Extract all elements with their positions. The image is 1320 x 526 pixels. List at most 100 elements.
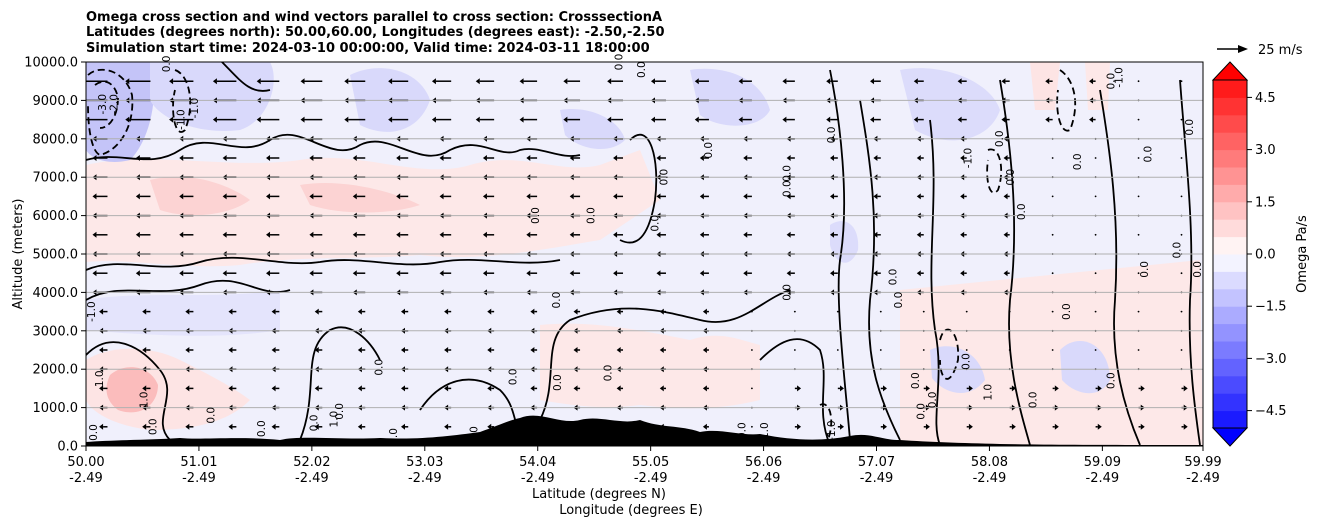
wind-vector-head bbox=[142, 423, 147, 430]
contour-label: 1.0 bbox=[138, 392, 150, 409]
wind-vector bbox=[1008, 349, 1011, 351]
colorbar-extend-min bbox=[1211, 427, 1249, 447]
fill-positive-patch bbox=[150, 176, 250, 216]
contour-label: 0.0 bbox=[649, 215, 661, 232]
wind-vector-head bbox=[659, 308, 664, 315]
contour-label: 0.0 bbox=[781, 180, 793, 197]
wind-vector bbox=[879, 349, 882, 351]
wind-vector bbox=[1180, 80, 1183, 83]
wind-vector-head bbox=[1054, 423, 1059, 430]
wind-vector bbox=[1094, 272, 1097, 275]
wind-vector bbox=[1180, 272, 1183, 275]
horizontal-grid bbox=[86, 62, 1203, 446]
fill-positive-core bbox=[106, 367, 158, 413]
contour-negative-line bbox=[819, 403, 833, 441]
colorbar-segment bbox=[1213, 323, 1247, 342]
wind-vector-head bbox=[826, 78, 831, 85]
contour-label: 0.0 bbox=[308, 415, 320, 432]
wind-vector-head bbox=[300, 116, 305, 123]
wind-vector-head bbox=[830, 231, 835, 238]
wind-vector-head bbox=[396, 193, 401, 200]
wind-vector-head bbox=[1003, 270, 1008, 277]
x-tick-label-lon: -2.49 bbox=[408, 471, 442, 486]
wind-vector bbox=[965, 349, 968, 351]
colorbar-segment bbox=[1213, 375, 1247, 394]
wind-vector-head bbox=[482, 231, 487, 238]
wind-vector bbox=[1137, 272, 1140, 275]
y-tick-label: 8000.0 bbox=[33, 132, 79, 147]
wind-vector-head bbox=[569, 270, 574, 277]
wind-vector-head bbox=[185, 385, 190, 392]
wind-vector-head bbox=[743, 231, 748, 238]
wind-vector-head bbox=[786, 155, 791, 161]
contour-zero-line bbox=[1099, 89, 1141, 446]
fill-negative-patch bbox=[1060, 341, 1110, 394]
wind-vector-head bbox=[694, 78, 699, 85]
wind-vector-head bbox=[396, 270, 401, 277]
contour-label: 0.0 bbox=[256, 420, 268, 437]
contour-lines-negative bbox=[87, 68, 1077, 441]
wind-vector-head bbox=[782, 116, 787, 123]
y-tick-label: 3000.0 bbox=[33, 324, 79, 339]
wind-vector-head bbox=[179, 270, 184, 277]
wind-vector-head bbox=[169, 116, 174, 123]
wind-vector-head bbox=[487, 347, 492, 353]
colorbar-tick-label: 4.5 bbox=[1255, 91, 1276, 106]
wind-vector-head bbox=[352, 193, 357, 200]
wind-vector-head bbox=[830, 193, 835, 200]
wind-vector-head bbox=[1011, 385, 1016, 392]
y-tick-label: 9000.0 bbox=[33, 94, 79, 109]
contour-negative-line bbox=[87, 68, 134, 156]
colorbar-segment bbox=[1213, 97, 1247, 116]
wind-vector-head bbox=[439, 231, 444, 238]
fill-negative-halo bbox=[86, 62, 154, 162]
wind-vector-head bbox=[388, 116, 393, 123]
y-tick-label: 0.0 bbox=[57, 440, 78, 455]
wind-vector-head bbox=[659, 385, 664, 392]
wind-vector-head bbox=[228, 347, 233, 353]
wind-vector bbox=[751, 387, 753, 390]
contour-label: 0.0 bbox=[507, 369, 519, 386]
colorbar-segment bbox=[1213, 201, 1247, 220]
wind-vector bbox=[1180, 118, 1183, 121]
wind-vector-head bbox=[169, 78, 174, 85]
wind-vector-head bbox=[431, 116, 436, 123]
wind-vector-head bbox=[957, 78, 962, 85]
contour-label: 0.0 bbox=[88, 424, 100, 441]
wind-vector-head bbox=[694, 116, 699, 123]
wind-vector-head bbox=[702, 423, 707, 430]
wind-vector-head bbox=[99, 347, 104, 353]
wind-vector-head bbox=[573, 347, 578, 353]
wind-vector-head bbox=[179, 231, 184, 238]
wind-vector-head bbox=[344, 78, 349, 85]
contour-zero-line bbox=[619, 133, 658, 244]
wind-vector-head bbox=[569, 231, 574, 238]
wind-vector-head bbox=[650, 78, 655, 85]
contour-label: 0.0 bbox=[1072, 153, 1084, 170]
wind-vector-head bbox=[396, 231, 401, 238]
contour-label: 0.0 bbox=[147, 418, 159, 435]
colorbar-tick-label: 0.0 bbox=[1255, 248, 1276, 263]
colorbar-segment bbox=[1213, 219, 1247, 238]
fill-negative-patch bbox=[150, 62, 274, 131]
wind-vector-head bbox=[344, 116, 349, 123]
wind-vector-head bbox=[873, 270, 878, 277]
wind-vector-head bbox=[81, 78, 85, 84]
colorbar-segment bbox=[1213, 167, 1247, 185]
wind-vector-head bbox=[228, 308, 233, 315]
wind-vector-head bbox=[1097, 385, 1102, 392]
wind-vector bbox=[793, 349, 796, 351]
fill-positive-patch bbox=[1085, 62, 1110, 110]
colorbar-segment bbox=[1213, 288, 1247, 307]
contour-label: 0.0 bbox=[206, 407, 218, 424]
contour-label: 0.0 bbox=[586, 207, 598, 224]
wind-vector-head bbox=[1045, 78, 1050, 85]
wind-vector-head bbox=[314, 385, 319, 392]
wind-vector-head bbox=[616, 385, 621, 392]
colorbar-segment bbox=[1213, 114, 1247, 133]
fill-negative-patch bbox=[690, 68, 770, 126]
x-tick-label-lat: 58.08 bbox=[971, 455, 1008, 470]
wind-vector-head bbox=[530, 308, 535, 315]
wind-vector-head bbox=[475, 78, 480, 85]
wind-vector bbox=[751, 310, 753, 313]
